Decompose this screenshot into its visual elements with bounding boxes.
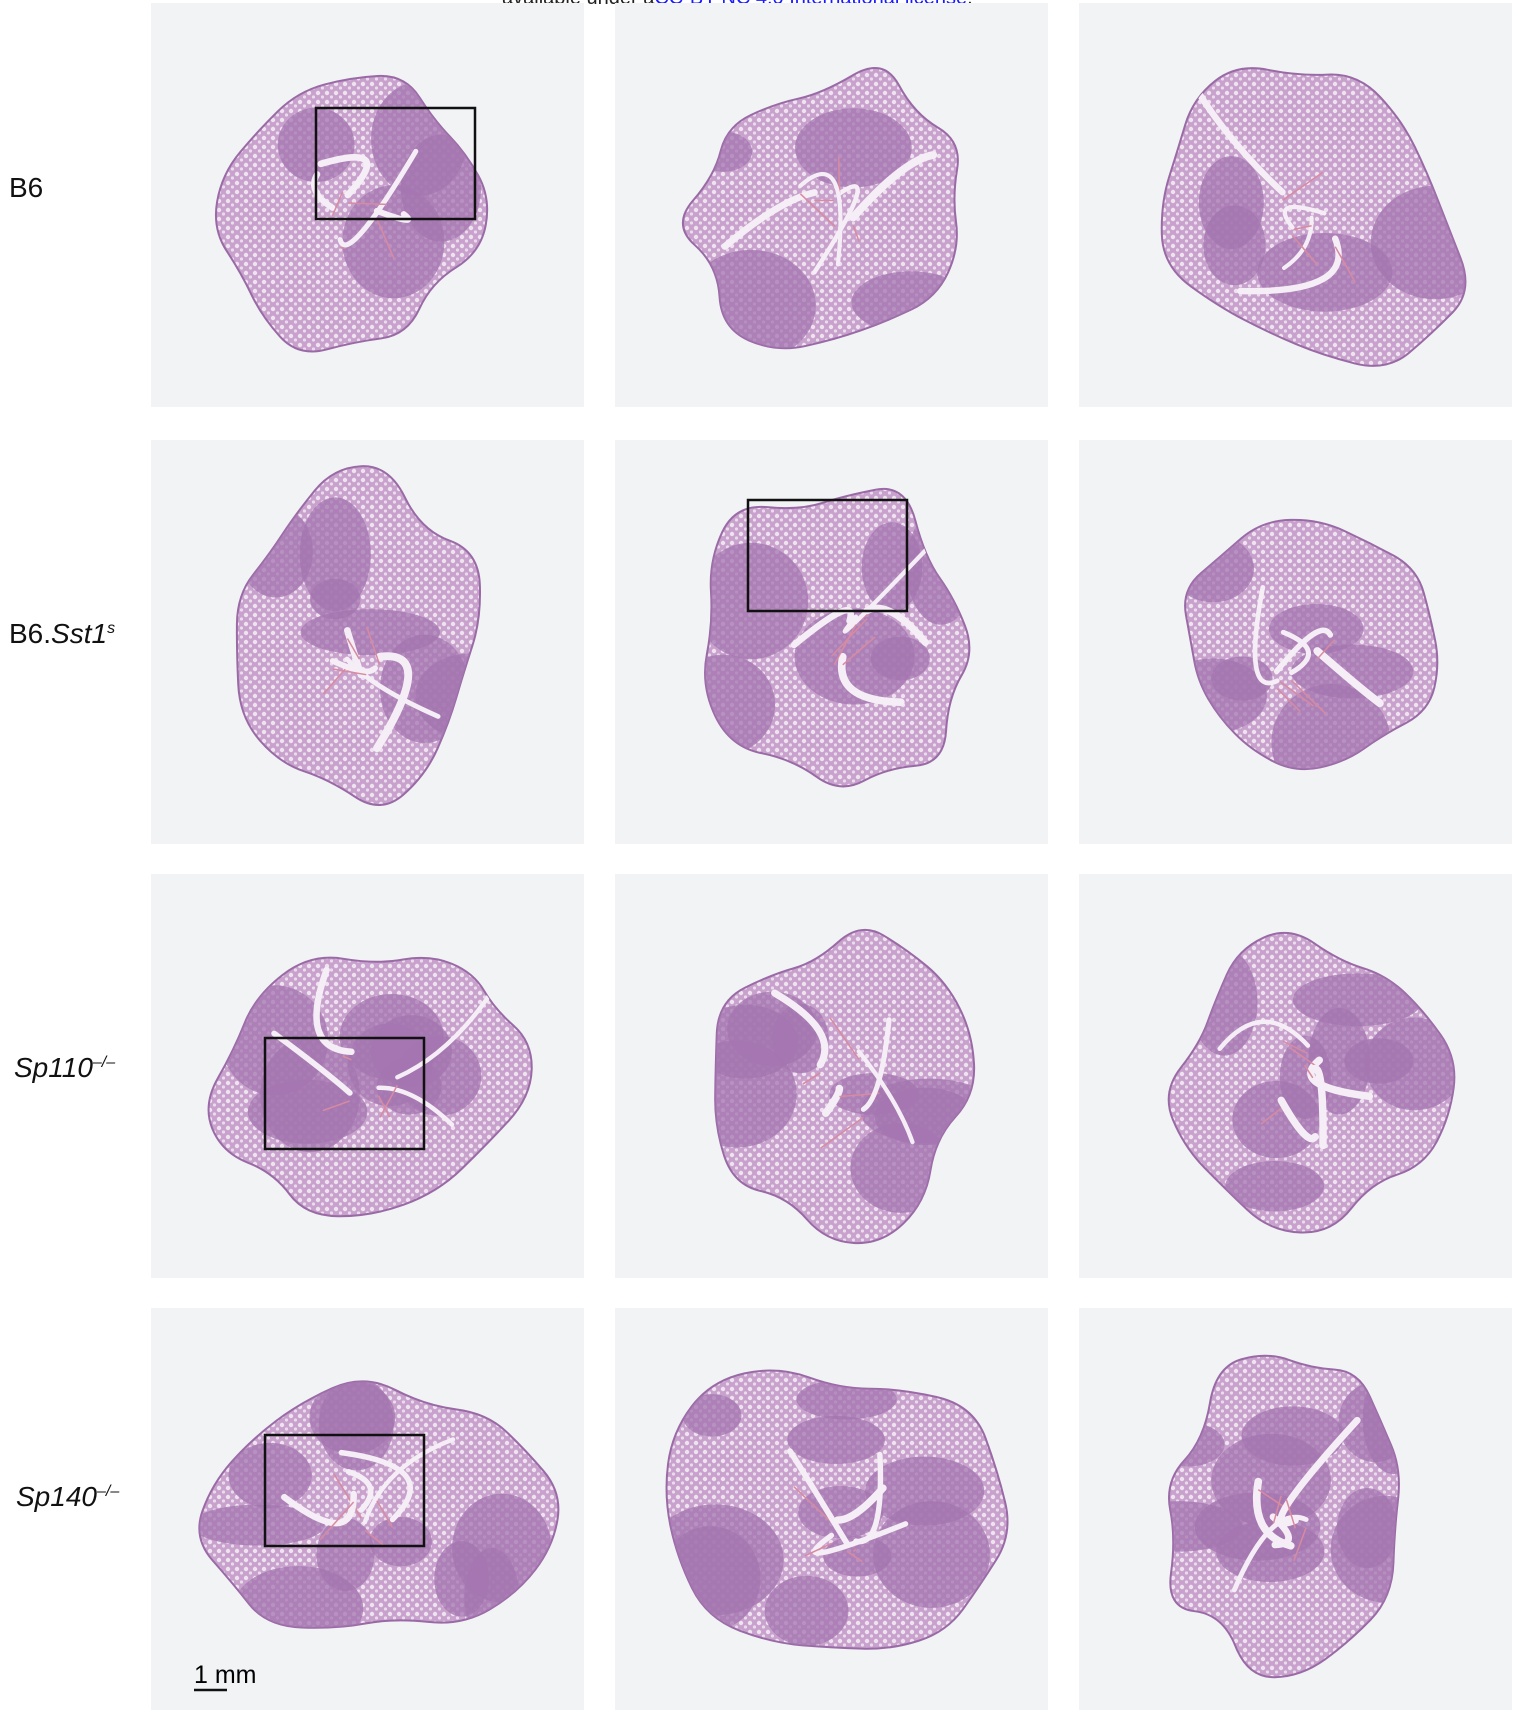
histology-panel — [615, 1308, 1048, 1710]
histology-panel — [151, 3, 584, 407]
histology-panel — [151, 874, 584, 1278]
row-label: B6 — [9, 172, 43, 203]
lesion — [1337, 1488, 1397, 1568]
lesion — [229, 1443, 312, 1508]
histology-grid: B6 B6.Sst1s Sp110–/– Sp140–/– 1 mm — [0, 0, 1518, 1710]
lesion — [765, 1576, 849, 1646]
histology-panel — [615, 3, 1048, 407]
vessel — [340, 248, 345, 249]
histology-panel — [1079, 440, 1512, 844]
lesion — [871, 637, 930, 681]
label-sup: –/– — [96, 1483, 119, 1500]
histology-panel — [615, 440, 1048, 844]
histology-panel — [615, 874, 1048, 1278]
row-label: Sp110–/– — [14, 1052, 115, 1083]
lesion — [434, 1541, 489, 1616]
histology-panel — [151, 1308, 584, 1710]
lesion — [1199, 156, 1264, 249]
lesion — [300, 497, 371, 611]
label-plain: B6 — [9, 172, 43, 203]
lesion — [1211, 1434, 1331, 1527]
label-plain: B6. — [9, 618, 51, 649]
row-label: Sp140–/– — [16, 1481, 119, 1512]
label-sup: –/– — [92, 1054, 115, 1071]
label-sup: s — [107, 620, 115, 637]
histology-panel — [151, 440, 584, 844]
label-italic: Sp110 — [14, 1052, 93, 1083]
histology-panel — [1079, 3, 1512, 407]
lesion — [787, 1416, 885, 1464]
lesion — [1257, 233, 1392, 312]
lesion — [1269, 604, 1364, 654]
histology-panel — [1079, 874, 1512, 1278]
scale-bar-label: 1 mm — [194, 1661, 257, 1689]
figure-page: {"header": {"text": "available under a",… — [0, 0, 1518, 1710]
lesion — [862, 522, 923, 612]
label-italic: Sp140 — [16, 1481, 97, 1512]
label-italic: Sst1 — [51, 618, 107, 649]
histology-panel — [1079, 1308, 1512, 1710]
row-label: B6.Sst1s — [9, 618, 115, 649]
